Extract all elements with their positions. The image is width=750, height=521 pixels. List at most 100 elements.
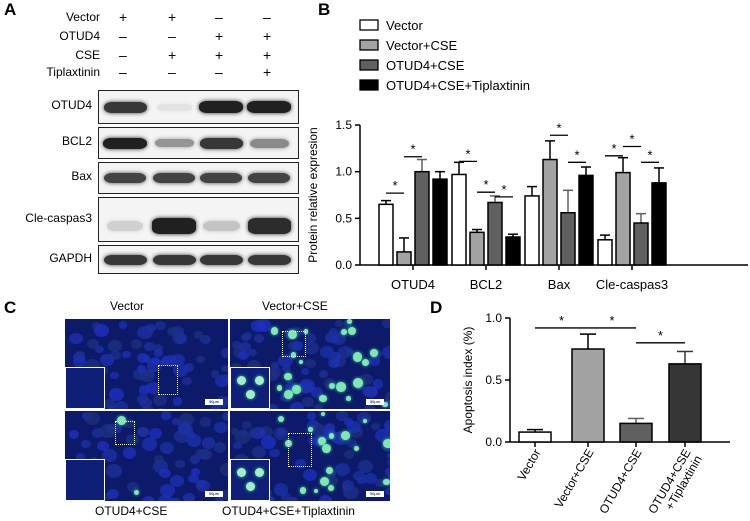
legend-label: Vector+CSE [386,38,458,53]
nucleus [268,365,282,377]
nucleus [85,412,100,425]
micrograph-vector: 50μm [64,318,229,410]
nucleus [362,385,375,397]
nucleus [195,356,205,364]
nucleus [287,497,299,501]
apoptotic-cell [117,416,127,426]
nucleus [193,331,204,340]
nucleus [318,495,333,501]
nucleus [201,437,216,449]
condition-mark: + [168,47,177,63]
nucleus [172,417,181,425]
nucleus [161,411,172,420]
scale-bar: 50μm [205,399,223,405]
nucleus [181,376,192,386]
significance-star: * [501,182,506,197]
nucleus [108,340,122,353]
nucleus [222,411,228,422]
y-tick-label: 0.0 [485,435,502,449]
legend-label: Vector [386,18,424,33]
category-label-line: Vector [514,447,543,483]
nucleus [195,448,208,460]
nucleus [304,341,319,354]
apoptotic-cell [319,394,327,403]
nucleus [329,327,338,336]
zoom-region-box [282,331,306,357]
nucleus [159,441,175,455]
y-tick-label: 0.5 [335,211,352,225]
nucleus [175,459,186,469]
nucleus [231,428,240,436]
nucleus [357,460,374,473]
nucleus [232,341,242,349]
significance-star: * [556,120,561,135]
nucleus [68,332,83,345]
nucleus [319,370,328,378]
bar [542,158,558,266]
nucleus [142,356,151,364]
scale-bar: 50μm [366,399,384,405]
blot-label: BCL2 [61,134,92,148]
nucleus [346,420,362,433]
apoptotic-cell [346,319,353,325]
category-label: Vector+CSE [552,447,597,511]
nucleus [357,477,366,485]
nucleus [301,396,314,407]
nucleus [383,420,390,431]
nucleus [260,436,277,450]
apoptotic-cell [237,468,246,477]
condition-label: Tiplaxtinin [46,65,100,79]
scale-bar: 50μm [205,491,223,497]
bar [524,195,540,266]
nucleus [76,452,86,461]
nucleus [302,468,318,481]
nucleus [282,364,292,373]
nucleus [109,499,122,501]
nucleus [243,331,253,340]
nucleus [144,369,154,378]
nucleus [346,438,358,448]
apoptotic-cell [347,327,357,336]
panel-d-letter: D [430,298,443,317]
nucleus [342,320,352,328]
nucleus [334,462,351,476]
bar [432,178,448,266]
apoptotic-cell [318,437,327,446]
category-label: OTUD4 [391,277,435,292]
panel-b-letter: B [318,0,331,19]
condition-mark: + [263,64,272,80]
nucleus [109,387,124,401]
legend-swatch [359,39,379,51]
blot-band [199,137,243,149]
legend-label: OTUD4+CSE+Tiplaxtinin [386,78,530,93]
legend-label: OTUD4+CSE [386,58,465,73]
apoptotic-cell [299,487,307,494]
blot-band [249,138,289,148]
nucleus [189,455,200,464]
nucleus [381,319,390,329]
nucleus [141,495,156,501]
condition-mark: – [215,64,223,80]
condition-mark: + [263,47,272,63]
nucleus [93,323,110,337]
bar [505,236,521,266]
category-label: OTUD4+CSE [596,447,644,517]
bar [469,231,485,266]
condition-mark: – [119,64,127,80]
nucleus [177,423,193,436]
apoptotic-cell [353,378,364,389]
nucleus [158,495,174,501]
nucleus [186,434,202,447]
nucleus [294,459,306,469]
zoom-region-box [158,365,178,395]
blot-band [248,173,290,183]
micrograph-title-otud4-cse: OTUD4+CSE [95,504,168,518]
nucleus [172,325,185,337]
nucleus [300,368,310,376]
blot-band [200,173,242,183]
apoptotic-cell [336,382,346,392]
nucleus [268,404,279,409]
nucleus [334,319,343,327]
blot-strip [98,197,299,242]
condition-mark: – [168,64,176,80]
